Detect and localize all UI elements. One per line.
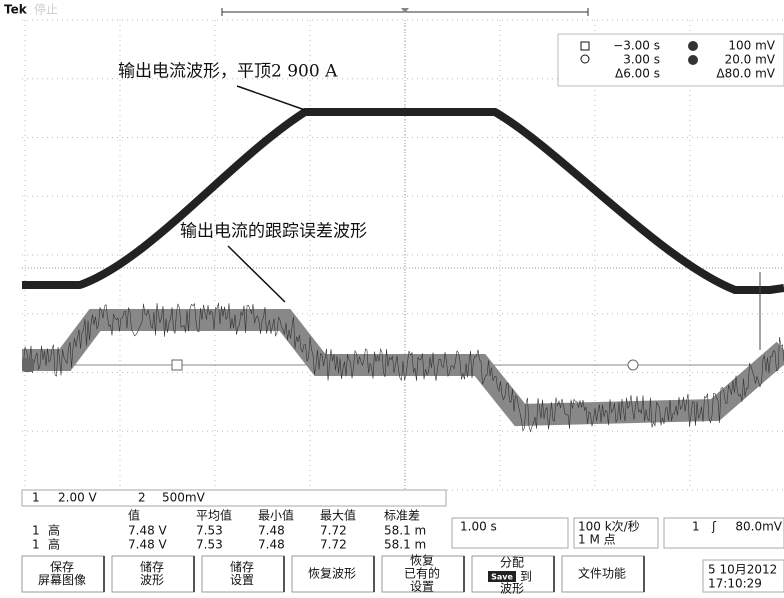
readout: 20.0 mV [725,53,776,67]
meas-cell: 高 [48,537,60,552]
meas-cell: 7.48 V [128,538,168,552]
button-label: 屏幕图像 [38,573,86,587]
meas-cell: 7.53 [196,524,223,538]
button-label: 波形 [500,582,524,595]
meas-header: 标准差 [384,509,420,523]
meas-cell: 1 [32,538,40,552]
date: 5 10月2012 [708,563,777,577]
trigger-source: 1 [692,520,700,534]
button-label: 已有的 [404,566,440,581]
channel: 2 [138,491,146,505]
brand: Tek [4,3,28,17]
channel-scale: 500mV [162,491,206,505]
annotation: 输出电流波形，平顶2 900 A [118,62,338,82]
timebase: 1.00 s [460,520,497,534]
meas-cell: 7.72 [320,538,347,552]
record-length: 1 M 点 [578,533,616,547]
channel: 1 [32,491,40,505]
channel-scale: 2.00 V [58,491,98,505]
meas-cell: 7.72 [320,524,347,538]
readout: 100 mV [728,39,775,53]
button-label: 保存 [50,560,74,574]
readout: Δ80.0 mV [716,67,775,81]
readout: Δ6.00 s [615,67,660,81]
button-label: Save [491,573,513,582]
meas-cell: 58.1 m [384,524,426,538]
meas-header: 平均值 [196,508,232,523]
readout: 3.00 s [623,53,660,67]
button-label: 恢复 [410,554,434,568]
button-label: 文件功能 [578,566,626,581]
meas-cell: 1 [32,524,40,538]
time: 17:10:29 [708,577,762,591]
meas-cell: 7.48 V [128,524,168,538]
meas-header: 值 [128,508,140,523]
meas-header: 最大值 [320,508,356,523]
meas-cell: 7.53 [196,538,223,552]
annotation: 输出电流的跟踪误差波形 [180,222,367,242]
button-label: 设置 [410,580,434,594]
button-label: 储存 [230,559,254,574]
meas-cell: 7.48 [258,524,285,538]
meas-header: 最小值 [258,508,294,523]
meas-cell: 7.48 [258,538,285,552]
cursor-b-marker [628,360,638,370]
trigger-level: 80.0mV [735,520,782,534]
ch-b-marker [22,358,34,372]
meas-cell: 58.1 m [384,538,426,552]
icon [688,41,698,51]
button-label: 设置 [230,573,254,587]
icon [688,55,698,65]
button-label: 储存 [140,559,164,574]
button-label: 分配 [500,556,524,570]
acq-status: 停止 [34,2,58,17]
readout: −3.00 s [613,39,660,53]
scope-screen: Tek 停止 输出电流波形，平顶2 900 A 输出电流的跟踪误差波形 −3.0… [0,0,784,594]
sample-rate: 100 k次/秒 [578,520,640,534]
cursor-a-marker [172,360,182,370]
meas-cell: 高 [48,523,60,538]
button-label: 恢复波形 [308,567,356,581]
button-label: 波形 [140,573,164,587]
